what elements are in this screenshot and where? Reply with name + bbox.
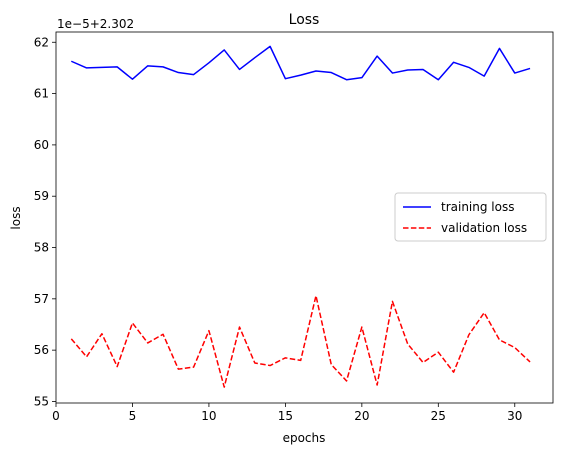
legend-entry: validation loss [441,221,527,235]
x-axis-label: epochs [283,431,326,445]
y-axis-label: loss [9,206,23,229]
x-tick-label: 15 [278,409,293,423]
legend-box [394,192,547,242]
x-tick-label: 20 [354,409,369,423]
y-tick-label: 62 [34,35,49,49]
x-tick-label: 30 [507,409,522,423]
y-tick-label: 56 [34,343,49,357]
y-offset-label: 1e−5+2.302 [57,17,134,31]
legend: training loss validation loss [394,192,547,242]
y-tick-label: 60 [34,138,49,152]
series-line-validation-loss [70,295,531,388]
legend-entry: training loss [441,200,514,214]
y-tick-label: 55 [34,394,49,408]
y-tick-label: 61 [34,87,49,101]
y-tick-label: 57 [34,292,49,306]
plot-area: 0 5 10 15 20 25 30 55 56 57 58 59 60 61 62 [34,31,554,423]
x-tick-label: 0 [52,409,60,423]
x-tick-label: 5 [129,409,137,423]
series-line-training-loss [70,45,531,81]
y-tick-label: 59 [34,189,49,203]
x-tick-label: 10 [201,409,216,423]
axes-frame [55,31,554,404]
chart-title: Loss [289,12,320,28]
x-tick-label: 25 [431,409,446,423]
y-tick-label: 58 [34,241,49,255]
